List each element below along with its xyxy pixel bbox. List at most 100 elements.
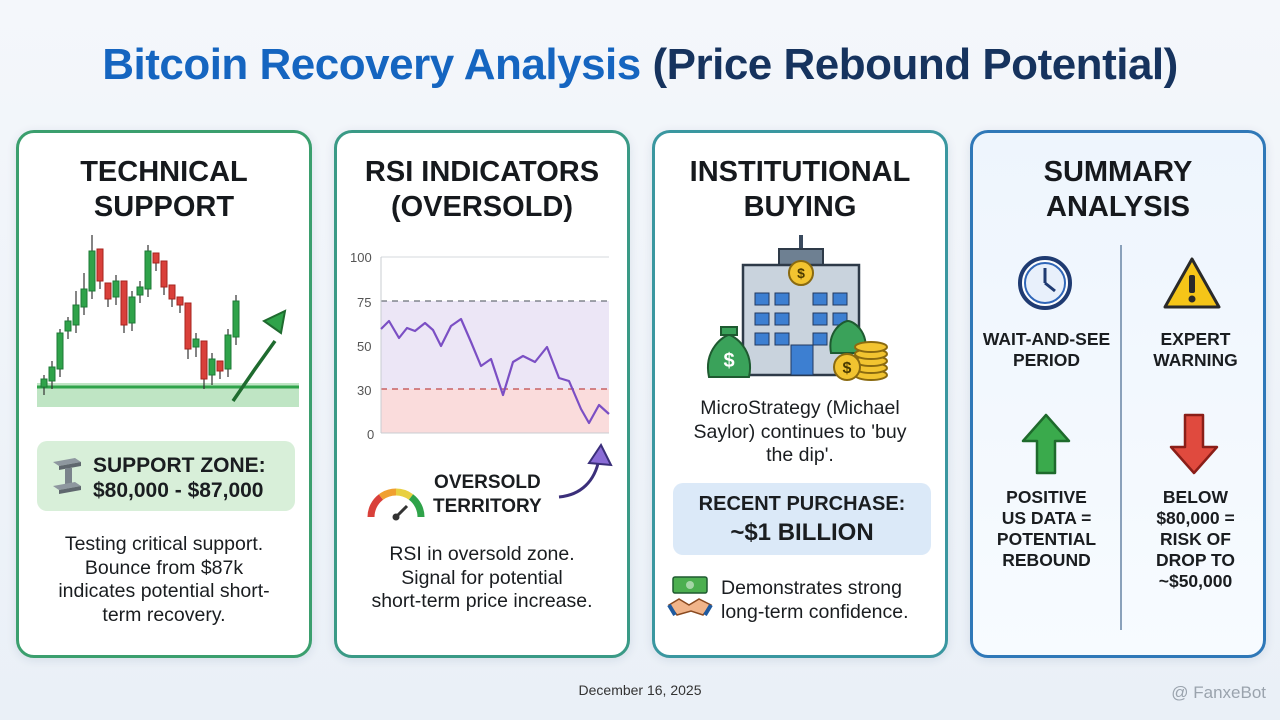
candle-body: [104, 282, 112, 300]
card-title-line: BUYING: [743, 191, 857, 223]
technical-support-card: TECHNICAL SUPPORT SUPPORT ZONE: $80,000 …: [16, 130, 312, 658]
clock-icon: [1018, 256, 1072, 310]
confidence-line: long-term confidence.: [721, 600, 909, 623]
label-line: WARNING: [1153, 350, 1238, 370]
neutral-zone: [381, 301, 609, 389]
rsi-description: RSI in oversold zone. Signal for potenti…: [337, 543, 627, 614]
description-line: indicates potential short-: [58, 580, 270, 602]
card-title-line: ANALYSIS: [1046, 191, 1190, 223]
rsi-tick-0: 0: [367, 427, 375, 442]
label-line: BELOW: [1162, 487, 1229, 507]
card-title-line: RSI INDICATORS: [364, 156, 600, 188]
card-title-line: SUMMARY: [1043, 156, 1193, 188]
label-line: EXPERT: [1160, 329, 1231, 349]
candle-body: [200, 340, 208, 380]
card-title-line: (OVERSOLD): [390, 191, 574, 223]
column-divider: [1120, 245, 1122, 630]
handshake-icon: [667, 576, 713, 617]
oversold-line1: OVERSOLD: [434, 472, 541, 493]
candle-body: [152, 252, 160, 264]
candle-body: [160, 260, 168, 288]
candle-body: [224, 334, 232, 370]
candle-body: [120, 280, 128, 326]
page-title: Bitcoin Recovery Analysis (Price Rebound…: [0, 40, 1280, 90]
candle-body: [216, 360, 224, 372]
card-title-line: SUPPORT: [93, 191, 235, 223]
rsi-chart: [380, 256, 610, 434]
below-80k-label: BELOW $80,000 = RISK OF DROP TO ~$50,000: [1122, 487, 1263, 592]
description-line: term recovery.: [102, 603, 226, 626]
summary-analysis-card: SUMMARY ANALYSIS WAIT-AND-SEE PERIOD EXP…: [970, 130, 1266, 658]
candle-body: [136, 286, 144, 296]
candle-body: [232, 300, 240, 338]
title-main: Bitcoin Recovery Analysis: [102, 40, 641, 89]
oversold-territory-label: OVERSOLD TERRITORY: [433, 471, 542, 519]
expert-warning-label: EXPERT WARNING: [1122, 329, 1263, 371]
candle-body: [184, 302, 192, 350]
curved-arrow-icon: [558, 443, 613, 499]
quote-line: Saylor) continues to 'buy: [693, 420, 907, 443]
rsi-tick-100: 100: [350, 250, 372, 265]
quote-line: MicroStrategy (Michael: [700, 397, 900, 419]
label-line: RISK OF: [1160, 529, 1231, 549]
candle-body: [48, 366, 56, 382]
label-line: ~$50,000: [1158, 571, 1233, 591]
candle-body: [208, 358, 216, 376]
candle-body: [80, 288, 88, 308]
technical-description: Testing critical support. Bounce from $8…: [19, 533, 309, 627]
confidence-text: Demonstrates strong long-term confidence…: [721, 577, 941, 624]
label-line: DROP TO: [1155, 550, 1236, 570]
support-zone-label: SUPPORT ZONE:: [93, 454, 266, 477]
oversold-zone: [381, 389, 609, 433]
rsi-tick-30: 30: [357, 383, 372, 398]
candle-body: [72, 304, 80, 326]
quote-line: the dip'.: [766, 444, 834, 466]
label-line: $80,000 =: [1156, 508, 1235, 528]
rsi-tick-50: 50: [357, 339, 372, 354]
coin-stack-icon: [833, 341, 888, 381]
rsi-line: [380, 317, 610, 425]
microstrategy-text: MicroStrategy (Michael Saylor) continues…: [655, 397, 945, 468]
trend-arrow-icon: [231, 339, 277, 402]
label-line: US DATA =: [1001, 508, 1092, 528]
up-arrow-icon: [1021, 413, 1071, 475]
card-title: RSI INDICATORS (OVERSOLD): [337, 155, 627, 225]
svg-text:$: $: [843, 360, 852, 377]
steel-beam-icon: [53, 458, 81, 494]
candle-body: [88, 250, 96, 292]
description-line: RSI in oversold zone.: [389, 543, 575, 565]
footer-date: December 16, 2025: [578, 682, 702, 698]
support-zone-range: $80,000 - $87,000: [93, 479, 264, 502]
rsi-indicators-card: RSI INDICATORS (OVERSOLD) 100 75 50 30 0…: [334, 130, 630, 658]
candlestick-chart: [37, 235, 299, 407]
card-title-line: INSTITUTIONAL: [689, 156, 911, 188]
candle-body: [168, 284, 176, 300]
label-line: REBOUND: [1002, 550, 1091, 570]
gauge-icon: [367, 488, 425, 521]
svg-text:$: $: [797, 265, 805, 281]
institutional-buying-card: INSTITUTIONAL BUYING $ $ $ MicroStrategy…: [652, 130, 948, 658]
label-line: WAIT-AND-SEE: [982, 329, 1111, 349]
confidence-line: Demonstrates strong: [721, 577, 902, 599]
positive-data-label: POSITIVE US DATA = POTENTIAL REBOUND: [973, 487, 1120, 571]
candle-body: [144, 250, 152, 290]
down-arrow-icon: [1169, 413, 1219, 475]
support-zone-box: SUPPORT ZONE: $80,000 - $87,000: [37, 441, 295, 511]
recent-purchase-box: RECENT PURCHASE: ~$1 BILLION: [673, 483, 931, 555]
card-title: TECHNICAL SUPPORT: [19, 155, 309, 225]
money-bag-icon: $: [706, 326, 752, 378]
candle-body: [128, 296, 136, 324]
label-line: POSITIVE: [1006, 487, 1087, 507]
rsi-tick-75: 75: [357, 295, 372, 310]
purchase-label: RECENT PURCHASE:: [698, 493, 906, 515]
description-line: Testing critical support.: [64, 533, 264, 555]
card-title: INSTITUTIONAL BUYING: [655, 155, 945, 225]
bank-building-icon: $ $ $: [706, 235, 888, 381]
description-line: Signal for potential: [401, 566, 563, 589]
candle-body: [192, 338, 200, 348]
candles-group: [40, 235, 240, 395]
description-line: short-term price increase.: [371, 590, 593, 612]
title-sub: (Price Rebound Potential): [652, 40, 1178, 89]
candle-body: [176, 296, 184, 306]
card-title-line: TECHNICAL: [80, 156, 248, 188]
